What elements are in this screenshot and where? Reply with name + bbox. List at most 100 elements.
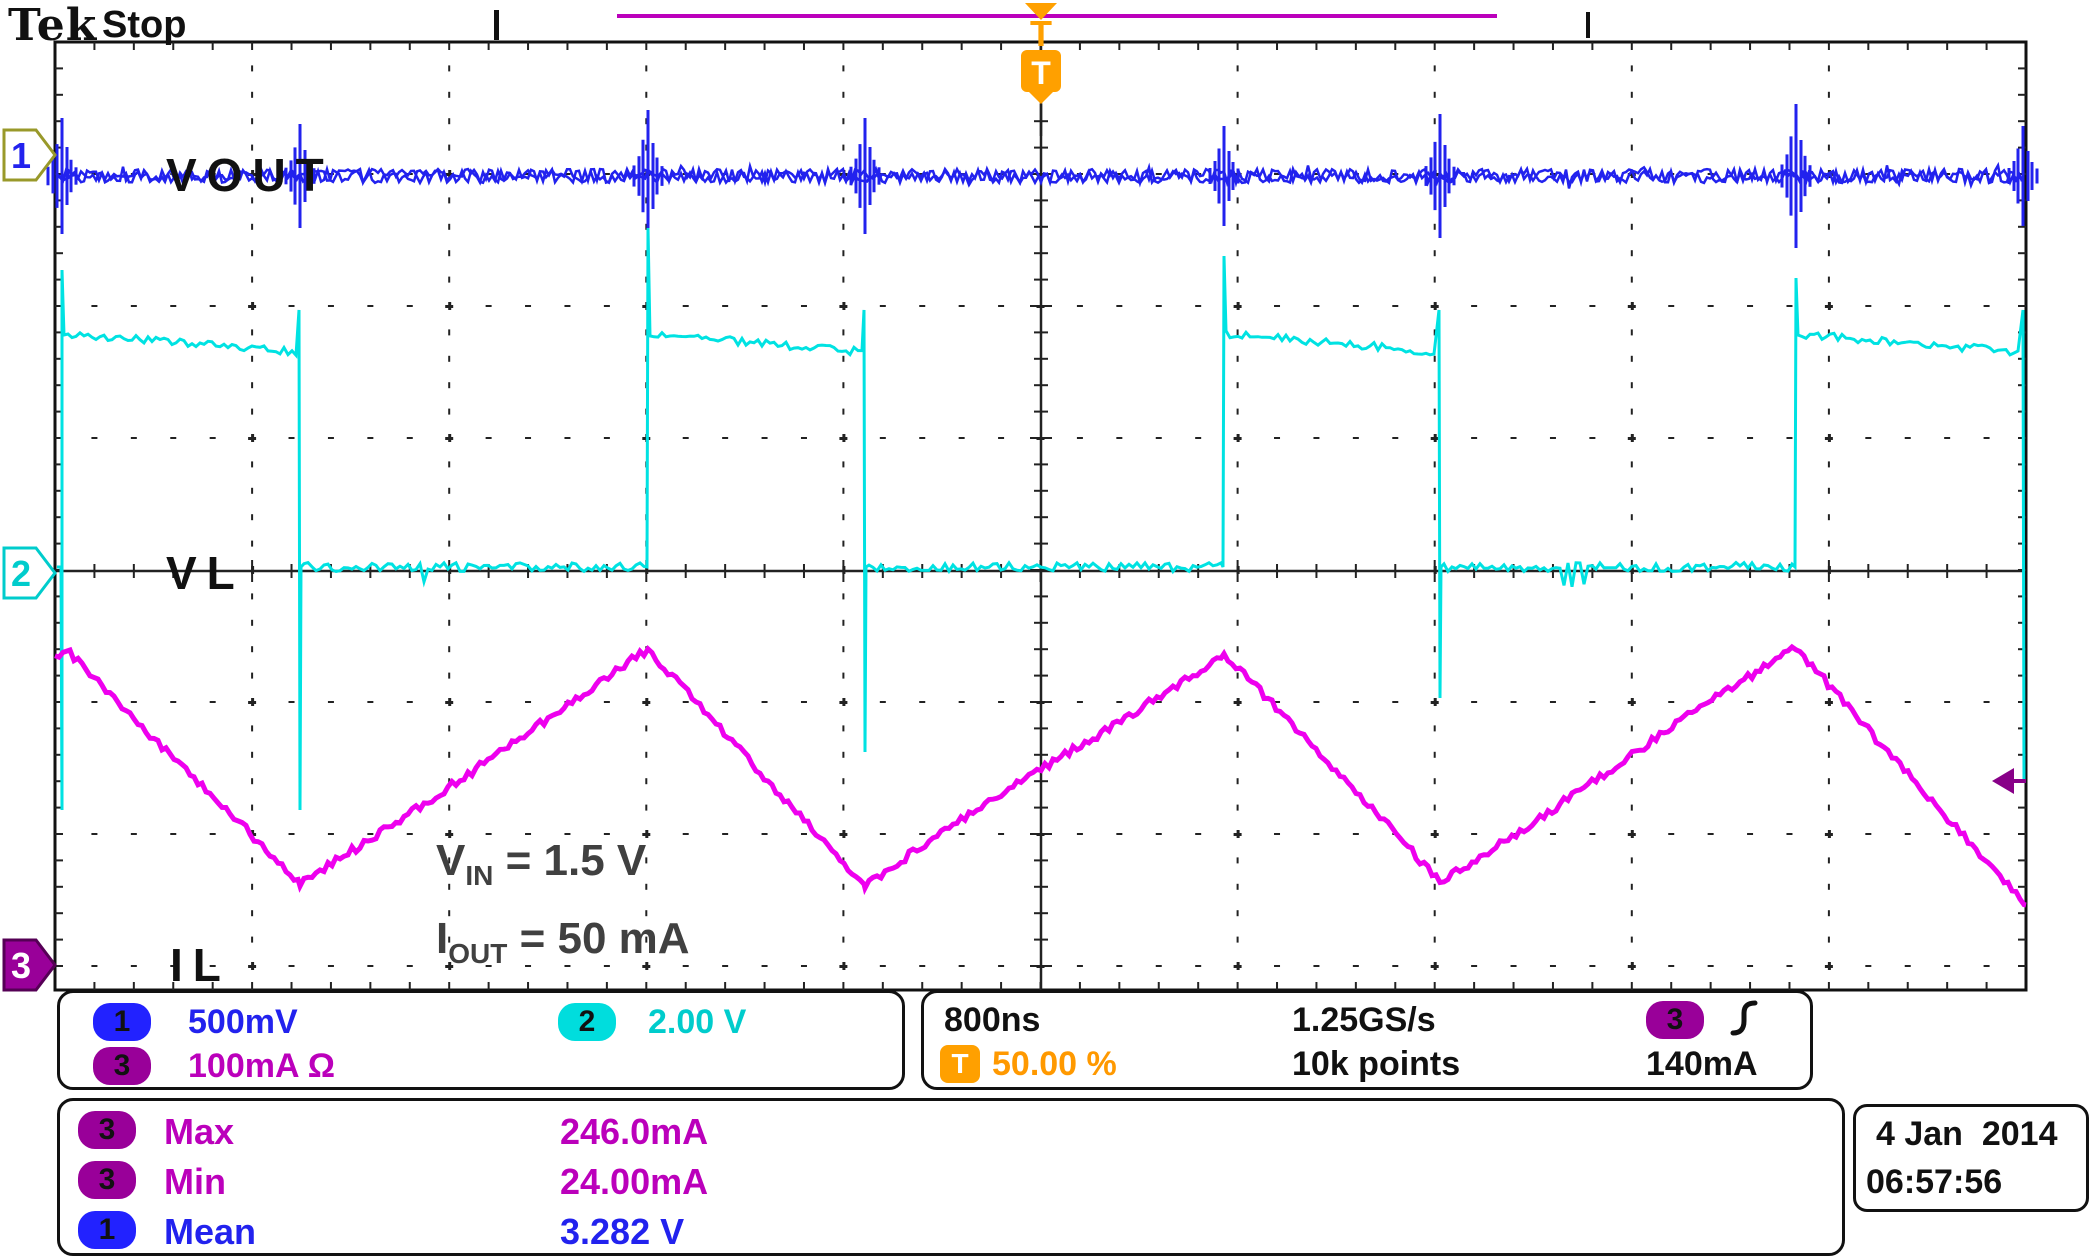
grid-dot-column bbox=[842, 936, 845, 943]
grid-dot-row bbox=[367, 437, 374, 439]
grid-dot-row bbox=[682, 833, 689, 835]
grid-dot-row bbox=[1233, 305, 1242, 308]
grid-dot-row bbox=[919, 701, 926, 703]
grid-dot-row bbox=[209, 701, 216, 703]
grid-dot-column bbox=[448, 857, 451, 864]
grid-dot-row bbox=[367, 701, 374, 703]
grid-dot-row bbox=[91, 701, 98, 703]
acquisition-status: Stop bbox=[102, 4, 187, 46]
grid-dot-column bbox=[1433, 514, 1436, 521]
grid-dot-column bbox=[1827, 197, 1830, 204]
grid-dot-column bbox=[1827, 672, 1830, 679]
grid-dot-column bbox=[1236, 910, 1239, 917]
ch1-trace-label: VOUT bbox=[166, 149, 334, 201]
grid-dot-row bbox=[445, 437, 454, 440]
grid-dot-column bbox=[251, 936, 254, 943]
grid-dot-row bbox=[525, 833, 532, 835]
grid-dot-row bbox=[1352, 437, 1359, 439]
grid-dot-row bbox=[1076, 965, 1083, 967]
grid-dot-column bbox=[1236, 118, 1239, 125]
grid-dot-row bbox=[564, 965, 571, 967]
grid-dot-row bbox=[958, 965, 965, 967]
grid-dot-row bbox=[1549, 437, 1556, 439]
grid-dot-column bbox=[1827, 355, 1830, 362]
grid-dot-row bbox=[761, 305, 768, 307]
grid-dot-column bbox=[251, 118, 254, 125]
grid-dot-column bbox=[1630, 197, 1633, 204]
grid-dot-column bbox=[251, 725, 254, 732]
grid-dot-column bbox=[1236, 144, 1239, 151]
grid-dot-row bbox=[170, 965, 177, 967]
measurement-name: Mean bbox=[164, 1211, 257, 1252]
grid-dot-row bbox=[1824, 305, 1833, 308]
grid-dot-row bbox=[248, 305, 257, 308]
grid-dot-column bbox=[448, 65, 451, 72]
trigger-position-T-badge: T bbox=[940, 1045, 980, 1083]
grid-dot-column bbox=[1827, 276, 1830, 283]
grid-dot-row bbox=[1627, 437, 1636, 440]
grid-dot-row bbox=[761, 833, 768, 835]
grid-dot-column bbox=[1630, 540, 1633, 547]
grid-dot-row bbox=[1471, 965, 1478, 967]
grid-dot-row bbox=[130, 833, 137, 835]
grid-dot-column bbox=[645, 751, 648, 758]
grid-dot-row bbox=[800, 701, 807, 703]
grid-dot-column bbox=[251, 619, 254, 626]
grid-dot-row bbox=[1076, 437, 1083, 439]
grid-dot-row bbox=[288, 965, 295, 967]
grid-dot-column bbox=[251, 65, 254, 72]
grid-dot-row bbox=[603, 437, 610, 439]
grid-dot-column bbox=[448, 408, 451, 415]
grid-dot-column bbox=[251, 144, 254, 151]
grid-dot-column bbox=[1236, 250, 1239, 257]
ch3-badge: 3 bbox=[93, 1047, 151, 1085]
grid-dot-row bbox=[1155, 701, 1162, 703]
grid-dot-row bbox=[1195, 701, 1202, 703]
grid-dot-row bbox=[1430, 833, 1439, 836]
grid-dot-column bbox=[1827, 461, 1830, 468]
grid-dot-column bbox=[1236, 883, 1239, 890]
grid-dot-column bbox=[1827, 408, 1830, 415]
annotation-vin-symbol: V bbox=[436, 836, 466, 885]
grid-dot-row bbox=[1904, 305, 1911, 307]
grid-dot-row bbox=[800, 965, 807, 967]
grid-dot-row bbox=[1392, 701, 1399, 703]
grid-dot-row bbox=[958, 701, 965, 703]
grid-dot-column bbox=[1827, 725, 1830, 732]
measurement-row-max: 3 Max 246.0mA bbox=[60, 1111, 1842, 1155]
ch3-trace-label: IL bbox=[170, 939, 231, 991]
grid-dot-column bbox=[448, 118, 451, 125]
grid-dot-row bbox=[722, 701, 729, 703]
grid-dot-column bbox=[842, 118, 845, 125]
grid-dot-column bbox=[1827, 223, 1830, 230]
grid-dot-column bbox=[251, 408, 254, 415]
grid-dot-column bbox=[251, 751, 254, 758]
ch2-trace-label: VL bbox=[166, 547, 245, 599]
grid-dot-row bbox=[525, 965, 532, 967]
grid-dot-column bbox=[448, 329, 451, 336]
grid-dot-column bbox=[448, 144, 451, 151]
ch2-badge: 2 bbox=[558, 1003, 616, 1041]
grid-dot-row bbox=[1471, 833, 1478, 835]
grid-dot-column bbox=[448, 382, 451, 389]
grid-dot-column bbox=[1433, 619, 1436, 626]
grid-dot-column bbox=[1236, 487, 1239, 494]
grid-dot-column bbox=[842, 593, 845, 600]
grid-dot-column bbox=[1630, 514, 1633, 521]
grid-dot-row bbox=[445, 305, 454, 308]
grid-dot-row bbox=[248, 701, 257, 704]
grid-dot-row bbox=[998, 701, 1005, 703]
grid-dot-column bbox=[1236, 619, 1239, 626]
grid-dot-row bbox=[1707, 305, 1714, 307]
test-conditions-annotation: VIN = 1.5 V IOUT = 50 mA bbox=[436, 836, 690, 992]
grid-dot-column bbox=[1630, 910, 1633, 917]
grid-dot-row bbox=[1944, 833, 1951, 835]
grid-dot-column bbox=[1236, 514, 1239, 521]
grid-dot-column bbox=[1433, 804, 1436, 811]
grid-dot-row bbox=[91, 437, 98, 439]
grid-dot-row bbox=[761, 437, 768, 439]
measurement-ch-badge: 1 bbox=[78, 1211, 136, 1249]
grid-dot-column bbox=[448, 593, 451, 600]
grid-dot-column bbox=[1630, 936, 1633, 943]
measurement-value: 3.282 V bbox=[560, 1211, 685, 1252]
